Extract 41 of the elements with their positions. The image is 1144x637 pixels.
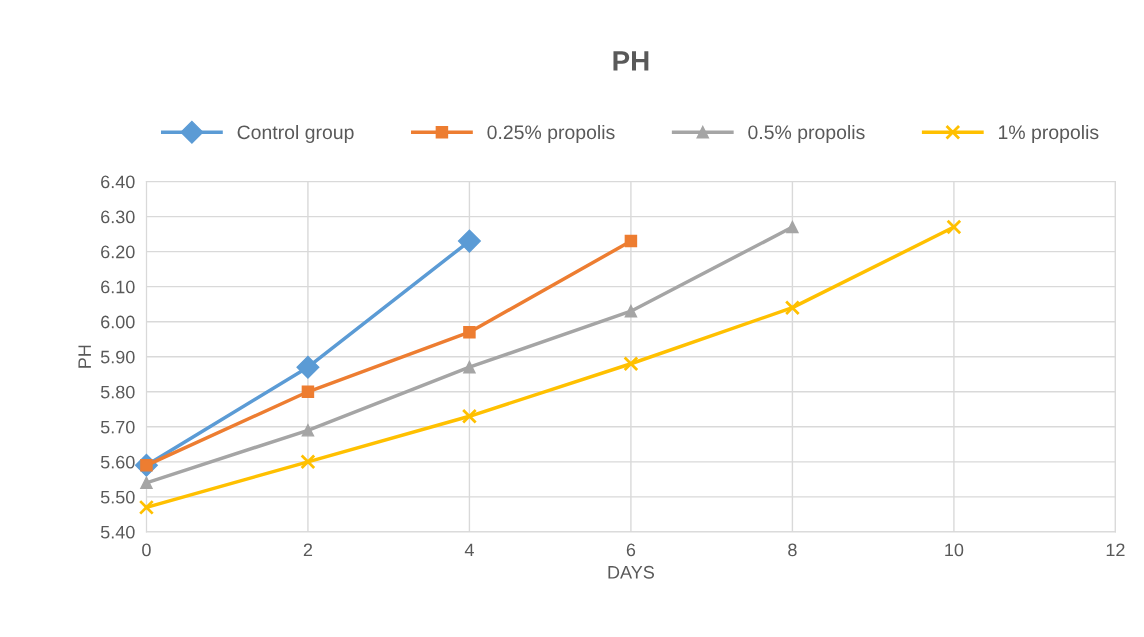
y-tick-label: 6.10 — [101, 280, 135, 294]
point — [463, 360, 476, 374]
x-tick-label: 2 — [303, 543, 313, 557]
point — [300, 454, 316, 470]
point — [457, 229, 481, 253]
y-tick-label: 5.70 — [100, 420, 135, 434]
point — [461, 408, 478, 424]
point — [786, 220, 799, 234]
legend-label: 0.25% propolis — [487, 124, 615, 144]
legend-label: 1% propolis — [999, 124, 1099, 144]
y-tick-label: 5.50 — [100, 490, 135, 504]
point — [140, 476, 153, 490]
y-tick-label: 5.40 — [100, 525, 135, 539]
legend-label: 0.5% propolis — [748, 124, 865, 144]
y-tick-label: 6.30 — [101, 210, 135, 224]
point — [946, 219, 962, 235]
chart-title: PH — [613, 51, 649, 71]
point — [463, 325, 476, 339]
legend-label: Control group — [237, 124, 354, 144]
x-axis-title: DAYS — [608, 565, 654, 579]
y-tick-label: 6.40 — [101, 175, 135, 189]
point — [301, 424, 315, 437]
point — [623, 356, 639, 372]
y-tick-label: 5.60 — [100, 455, 135, 469]
point — [296, 355, 320, 379]
x-tick-label: 0 — [142, 543, 151, 557]
y-tick-label: 6.20 — [101, 245, 135, 259]
y-tick-label: 5.90 — [100, 350, 135, 364]
y-tick-label: 5.80 — [100, 385, 135, 399]
x-tick-label: 10 — [945, 543, 964, 557]
y-tick-label: 6.00 — [101, 315, 135, 329]
x-tick-label: 6 — [626, 543, 636, 557]
x-tick-label: 8 — [788, 543, 797, 557]
y-axis-title: PH — [78, 345, 91, 368]
point — [624, 234, 638, 248]
point — [624, 304, 638, 318]
x-tick-label: 12 — [1106, 543, 1125, 557]
point — [301, 385, 315, 399]
x-tick-label: 4 — [464, 543, 474, 557]
point — [138, 499, 155, 516]
point — [784, 300, 801, 316]
